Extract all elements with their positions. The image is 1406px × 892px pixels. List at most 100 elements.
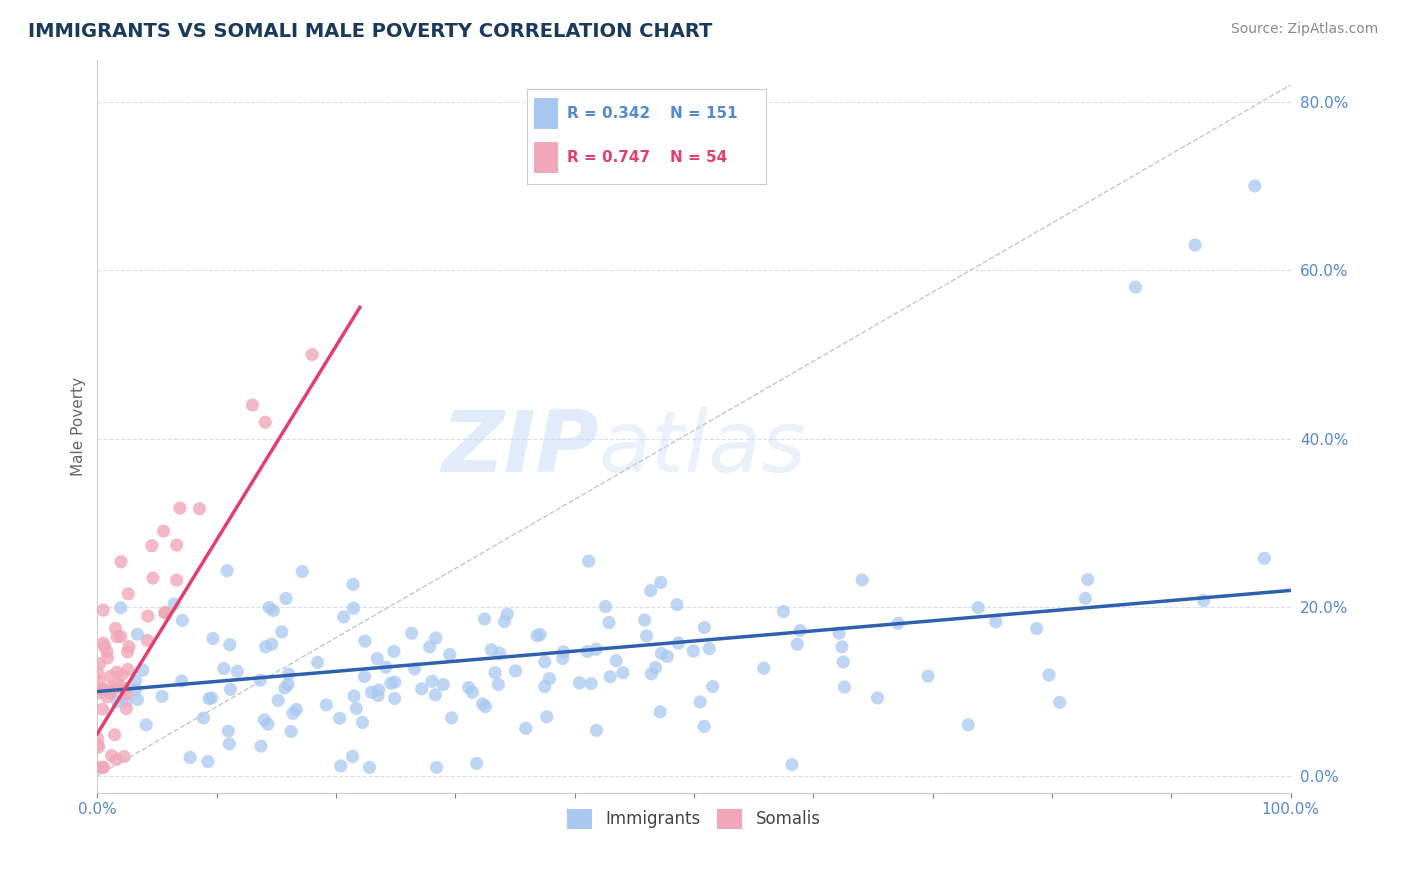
Point bbox=[141, 539, 163, 553]
Point bbox=[420, 674, 443, 689]
Point bbox=[374, 660, 396, 674]
Point bbox=[772, 605, 794, 619]
Point bbox=[354, 634, 377, 648]
Point bbox=[142, 571, 165, 585]
Point bbox=[1049, 695, 1071, 709]
Point bbox=[967, 600, 990, 615]
Point bbox=[93, 640, 115, 654]
Point bbox=[536, 710, 558, 724]
Point bbox=[87, 740, 110, 755]
Point bbox=[257, 600, 280, 615]
Point bbox=[401, 626, 423, 640]
Point bbox=[108, 680, 131, 694]
Point bbox=[598, 615, 620, 630]
Point bbox=[551, 651, 574, 665]
Point bbox=[411, 681, 433, 696]
Point bbox=[110, 629, 132, 643]
Point bbox=[425, 760, 447, 774]
Point bbox=[118, 640, 141, 654]
Text: atlas: atlas bbox=[599, 407, 807, 490]
Legend: Immigrants, Somalis: Immigrants, Somalis bbox=[561, 802, 828, 836]
Point bbox=[250, 739, 273, 753]
Point bbox=[163, 597, 186, 611]
Point bbox=[693, 719, 716, 733]
Point bbox=[91, 760, 114, 774]
Point bbox=[277, 667, 299, 681]
Point bbox=[89, 657, 111, 671]
Point bbox=[481, 642, 503, 657]
Point bbox=[352, 715, 374, 730]
Point bbox=[152, 524, 174, 538]
Point bbox=[640, 583, 662, 598]
Point bbox=[217, 724, 239, 739]
Point bbox=[253, 713, 276, 727]
Point bbox=[1038, 668, 1060, 682]
Point bbox=[488, 647, 510, 661]
Point bbox=[104, 621, 127, 635]
Point bbox=[91, 636, 114, 650]
Point bbox=[612, 665, 634, 680]
Point bbox=[515, 722, 537, 736]
Point bbox=[135, 718, 157, 732]
Point bbox=[786, 637, 808, 651]
Point bbox=[218, 638, 240, 652]
Point bbox=[86, 760, 108, 774]
Point bbox=[789, 624, 811, 638]
Point bbox=[585, 642, 607, 657]
Point bbox=[115, 701, 138, 715]
Point bbox=[87, 738, 110, 752]
Point bbox=[494, 615, 516, 629]
Point bbox=[353, 669, 375, 683]
Point bbox=[984, 615, 1007, 629]
Point bbox=[866, 690, 889, 705]
Point bbox=[605, 654, 627, 668]
Point bbox=[110, 555, 132, 569]
Point bbox=[533, 655, 555, 669]
Point bbox=[277, 677, 299, 691]
Point bbox=[640, 666, 662, 681]
Point bbox=[132, 663, 155, 677]
Point bbox=[474, 699, 496, 714]
Point bbox=[315, 698, 337, 712]
Point bbox=[179, 750, 201, 764]
Point bbox=[439, 648, 461, 662]
Point bbox=[110, 600, 132, 615]
Text: ZIP: ZIP bbox=[441, 407, 599, 490]
Point bbox=[105, 677, 128, 691]
Point bbox=[153, 606, 176, 620]
Point bbox=[188, 501, 211, 516]
Point bbox=[257, 717, 280, 731]
Point bbox=[440, 711, 463, 725]
Point bbox=[419, 640, 441, 654]
Point bbox=[332, 610, 354, 624]
Point bbox=[166, 538, 188, 552]
Point bbox=[633, 613, 655, 627]
Point bbox=[169, 501, 191, 516]
Point bbox=[254, 415, 277, 429]
Point bbox=[93, 683, 115, 698]
Point bbox=[648, 705, 671, 719]
Point bbox=[1243, 179, 1265, 194]
Point bbox=[105, 665, 128, 679]
Point bbox=[114, 681, 136, 696]
Point bbox=[274, 591, 297, 606]
Point bbox=[342, 749, 364, 764]
Point bbox=[780, 757, 803, 772]
Point bbox=[254, 640, 277, 654]
Point bbox=[425, 688, 447, 702]
Point bbox=[98, 681, 121, 696]
Text: Source: ZipAtlas.com: Source: ZipAtlas.com bbox=[1230, 22, 1378, 37]
Point bbox=[1077, 573, 1099, 587]
Point bbox=[96, 690, 118, 704]
Point bbox=[262, 603, 284, 617]
Point bbox=[280, 724, 302, 739]
Point bbox=[150, 690, 173, 704]
Point bbox=[404, 662, 426, 676]
Point bbox=[834, 680, 856, 694]
Point bbox=[172, 614, 194, 628]
Point bbox=[87, 686, 110, 700]
Point bbox=[576, 644, 599, 658]
Point bbox=[957, 718, 980, 732]
Point bbox=[117, 645, 139, 659]
Point bbox=[127, 627, 149, 641]
